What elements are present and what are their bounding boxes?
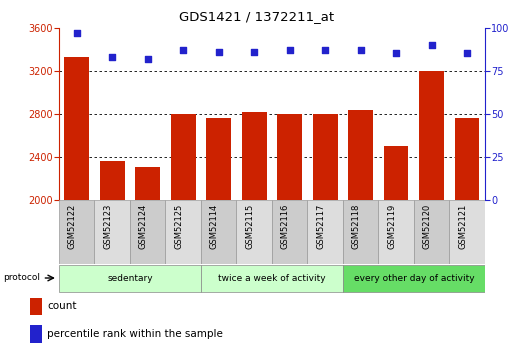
Bar — [59, 200, 94, 264]
Bar — [206, 118, 231, 200]
Text: GSM52114: GSM52114 — [210, 203, 219, 248]
Text: sedentary: sedentary — [107, 274, 153, 283]
Text: GSM52117: GSM52117 — [316, 203, 325, 249]
Bar — [384, 146, 408, 200]
Point — [357, 47, 365, 53]
Bar — [135, 167, 160, 200]
Bar — [414, 200, 449, 264]
Text: count: count — [47, 302, 77, 312]
Bar — [171, 114, 195, 200]
Point — [286, 47, 294, 53]
Text: GSM52123: GSM52123 — [103, 203, 112, 249]
Bar — [272, 200, 307, 264]
Bar — [94, 200, 130, 264]
Bar — [130, 200, 165, 264]
Point — [73, 30, 81, 36]
Bar — [307, 200, 343, 264]
Text: GSM52122: GSM52122 — [68, 203, 77, 248]
Bar — [313, 114, 338, 200]
Point — [463, 51, 471, 56]
Bar — [165, 200, 201, 264]
Bar — [59, 265, 201, 292]
Bar — [343, 265, 485, 292]
Bar — [30, 325, 42, 343]
Text: GSM52124: GSM52124 — [139, 203, 148, 248]
Text: GSM52115: GSM52115 — [245, 203, 254, 248]
Text: percentile rank within the sample: percentile rank within the sample — [47, 329, 223, 339]
Text: GSM52116: GSM52116 — [281, 203, 290, 249]
Bar — [343, 200, 378, 264]
Text: GSM52121: GSM52121 — [458, 203, 467, 248]
Point — [321, 47, 329, 53]
Text: GSM52118: GSM52118 — [351, 203, 361, 249]
Bar — [64, 57, 89, 200]
Point — [427, 42, 436, 48]
Point — [392, 51, 400, 56]
Bar — [30, 298, 42, 315]
Text: protocol: protocol — [3, 273, 40, 282]
Text: GSM52120: GSM52120 — [423, 203, 431, 248]
Point — [250, 49, 258, 55]
Bar — [419, 71, 444, 200]
Bar — [378, 200, 414, 264]
Bar — [348, 110, 373, 200]
Text: GDS1421 / 1372211_at: GDS1421 / 1372211_at — [179, 10, 334, 23]
Text: GSM52119: GSM52119 — [387, 203, 396, 248]
Bar — [277, 114, 302, 200]
Point — [108, 54, 116, 60]
Bar — [201, 200, 236, 264]
Point — [214, 49, 223, 55]
Text: twice a week of activity: twice a week of activity — [218, 274, 326, 283]
Text: GSM52125: GSM52125 — [174, 203, 183, 248]
Text: every other day of activity: every other day of activity — [353, 274, 474, 283]
Bar — [455, 118, 480, 200]
Bar — [242, 112, 267, 200]
Bar — [201, 265, 343, 292]
Bar — [449, 200, 485, 264]
Point — [144, 56, 152, 61]
Point — [179, 47, 187, 53]
Bar — [100, 161, 125, 200]
Bar — [236, 200, 272, 264]
